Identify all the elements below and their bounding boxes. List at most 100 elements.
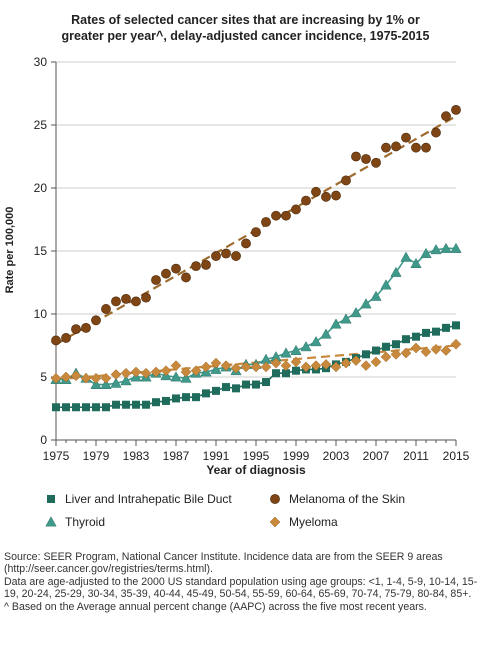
legend-item: Liver and Intrahepatic Bile Duct [44,492,232,506]
myeloma-point [80,372,92,384]
thyroid-point [300,341,312,352]
x-tick-label: 1979 [83,449,110,463]
myeloma-point [390,348,402,360]
myeloma-point [90,372,102,384]
melanoma-of-the-skin-point [91,315,101,326]
melanoma-of-the-skin-point [131,296,141,307]
liver-and-intrahepatic-bile-duct-point [62,403,70,412]
melanoma-of-the-skin-point [411,142,421,153]
age-adjustment-note: Data are age-adjusted to the 2000 US sta… [4,575,478,601]
liver-and-intrahepatic-bile-duct-point [292,366,300,375]
y-tick-label: 20 [34,181,48,195]
melanoma-of-the-skin-point [251,227,261,237]
melanoma-of-the-skin-point [341,175,351,186]
myeloma-point [300,361,312,373]
melanoma-of-the-skin-point [391,141,401,152]
melanoma-of-the-skin-point [401,132,411,143]
legend-marker [269,516,281,528]
melanoma-of-the-skin-point [181,272,191,283]
thyroid-point [390,266,402,277]
melanoma-of-the-skin-point [141,292,151,303]
melanoma-of-the-skin-point [331,190,341,201]
myeloma-point [190,365,202,377]
myeloma-point [340,357,352,369]
myeloma-point [450,338,462,350]
thyroid-point [430,244,442,255]
thyroid-point [440,242,452,253]
myeloma-point [150,366,162,378]
liver-and-intrahepatic-bile-duct-point [422,328,430,337]
myeloma-point [100,372,112,384]
thyroid-point [320,328,332,339]
thyroid-point [330,318,342,329]
aapc-note: ^ Based on the Average annual percent ch… [4,600,427,613]
legend-label: Liver and Intrahepatic Bile Duct [65,492,232,506]
liver-and-intrahepatic-bile-duct-point [432,327,440,336]
y-tick-label: 0 [40,433,47,447]
melanoma-of-the-skin-point [321,191,331,202]
myeloma-point [370,356,382,368]
x-tick-label: 1987 [163,449,190,463]
legend-marker [45,516,57,527]
melanoma-of-the-skin-point [201,259,211,270]
thyroid-point [420,247,432,258]
myeloma-point [260,361,272,373]
x-tick-label: 2007 [363,449,390,463]
melanoma-of-the-skin-point [431,127,441,138]
legend-marker [270,494,280,504]
liver-and-intrahepatic-bile-duct-point [402,335,410,344]
melanoma-of-the-skin-point [261,217,271,227]
melanoma-of-the-skin-point [71,324,81,335]
liver-and-intrahepatic-bile-duct-point [202,389,210,398]
x-tick-label: 2003 [323,449,350,463]
liver-and-intrahepatic-bile-duct-point [412,332,420,341]
myeloma-point [330,361,342,373]
liver-and-intrahepatic-bile-duct-point [82,403,90,412]
liver-and-intrahepatic-bile-duct-point [132,400,140,409]
melanoma-of-the-skin-point [291,204,301,215]
legend-label: Melanoma of the Skin [289,492,406,506]
melanoma-of-the-skin-point [311,186,321,197]
liver-and-intrahepatic-bile-duct-point [262,378,270,387]
liver-and-intrahepatic-bile-duct-point [372,346,380,355]
x-axis-title: Year of diagnosis [206,463,306,477]
legend-circle-icon [270,494,280,504]
melanoma-of-the-skin-point [371,157,381,168]
thyroid-point [350,307,362,318]
melanoma-of-the-skin-point [231,251,241,261]
liver-and-intrahepatic-bile-duct-point [382,342,390,351]
liver-and-intrahepatic-bile-duct-point [392,340,400,349]
melanoma-of-the-skin-point [441,111,451,122]
x-tick-label: 2011 [403,449,429,463]
thyroid-point [100,378,112,389]
liver-and-intrahepatic-bile-duct-point [442,323,450,332]
thyroid-point [210,363,222,374]
legend-triangle-icon [45,516,57,527]
myeloma-point [160,365,172,377]
myeloma-point [180,366,192,378]
thyroid-point [370,290,382,301]
myeloma-point [420,346,432,358]
liver-and-intrahepatic-bile-duct-point [242,380,250,389]
series-markers [50,104,462,412]
y-tick-label: 15 [34,244,48,258]
myeloma-point [240,361,252,373]
chart-title-line-2: greater per year^, delay-adjusted cancer… [61,29,430,43]
liver-and-intrahepatic-bile-duct-point [152,398,160,407]
liver-and-intrahepatic-bile-duct-point [52,403,60,412]
melanoma-of-the-skin-point [121,293,131,304]
myeloma-point [170,360,182,372]
thyroid-point [450,242,462,253]
liver-and-intrahepatic-bile-duct-point [222,383,230,392]
thyroid-point [360,298,372,309]
melanoma-of-the-skin-point [81,322,91,333]
legend-label: Myeloma [289,515,338,529]
liver-and-intrahepatic-bile-duct-point [162,396,170,405]
myeloma-point [120,367,132,379]
myeloma-point [210,357,222,369]
melanoma-of-the-skin-point [271,210,281,221]
thyroid-point [410,257,422,269]
myeloma-point [430,343,442,355]
melanoma-of-the-skin-point [191,261,201,272]
melanoma-of-the-skin-point [111,296,121,307]
